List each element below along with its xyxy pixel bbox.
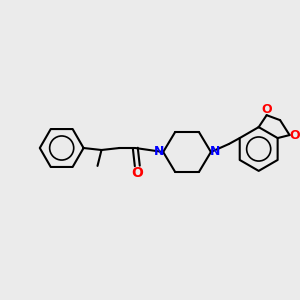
Text: O: O [289,129,300,142]
Text: N: N [154,146,164,158]
Text: O: O [131,166,143,180]
Text: N: N [210,146,220,158]
Text: O: O [261,103,272,116]
